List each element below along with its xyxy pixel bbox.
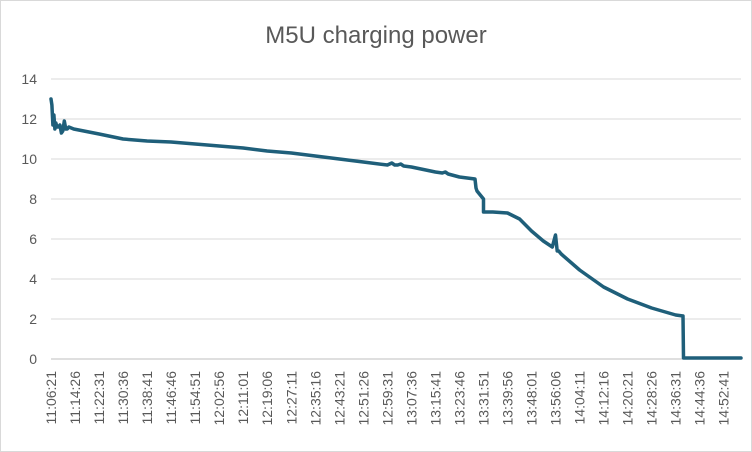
y-tick-label: 14	[21, 71, 37, 87]
x-tick-label: 11:30:36	[115, 371, 131, 425]
x-tick-label: 14:04:11	[572, 371, 588, 425]
x-tick-label: 12:02:56	[211, 371, 227, 426]
x-tick-label: 11:38:41	[139, 371, 155, 425]
x-tick-label: 12:11:01	[235, 371, 251, 425]
y-tick-label: 2	[29, 311, 37, 327]
x-tick-label: 12:43:21	[331, 371, 347, 426]
x-tick-label: 12:51:26	[355, 371, 371, 426]
y-tick-label: 8	[29, 191, 37, 207]
gridlines	[51, 78, 741, 320]
chart-title: M5U charging power	[265, 22, 486, 49]
x-tick-label: 14:28:26	[644, 371, 660, 426]
x-tick-label: 14:12:16	[596, 371, 612, 426]
series-line	[49, 97, 743, 360]
y-tick-label: 6	[29, 231, 37, 247]
x-tick-label: 14:36:31	[668, 371, 684, 426]
x-tick-label: 13:15:41	[427, 371, 443, 426]
x-tick-label: 13:48:01	[524, 371, 540, 426]
y-axis-ticks: 0 2 4 6 8 10 12 14	[21, 71, 37, 367]
x-tick-label: 11:06:21	[43, 371, 59, 425]
x-tick-label: 14:20:21	[620, 371, 636, 426]
x-axis-ticks: 11:06:21 11:14:26 11:22:31 11:30:36 11:38:41…	[43, 371, 732, 426]
x-tick-label: 13:23:46	[451, 371, 467, 426]
x-tick-label: 12:19:06	[259, 371, 275, 426]
x-tick-label: 12:59:31	[379, 371, 395, 426]
x-tick-label: 11:22:31	[91, 371, 107, 425]
x-tick-label: 13:56:06	[548, 371, 564, 426]
x-tick-label: 14:52:41	[716, 371, 732, 426]
y-tick-label: 12	[21, 111, 37, 127]
y-tick-label: 0	[29, 351, 37, 367]
x-tick-label: 14:44:36	[692, 371, 708, 426]
x-tick-label: 11:46:46	[163, 371, 179, 425]
x-tick-label: 11:54:51	[187, 371, 203, 425]
series-layer	[49, 97, 743, 360]
x-tick-label: 12:35:16	[307, 371, 323, 426]
x-tick-label: 13:07:36	[403, 371, 419, 426]
x-tick-label: 13:39:56	[499, 371, 515, 426]
y-tick-label: 4	[29, 271, 37, 287]
x-tick-label: 11:14:26	[67, 371, 83, 425]
x-tick-label: 12:27:11	[283, 371, 299, 425]
y-tick-label: 10	[21, 151, 37, 167]
x-tick-label: 13:31:51	[475, 371, 491, 426]
